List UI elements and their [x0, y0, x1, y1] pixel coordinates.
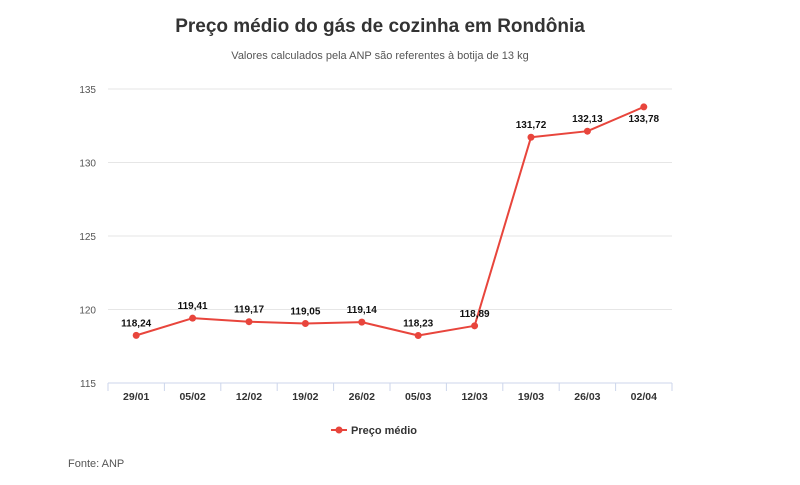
x-tick-label: 26/02: [349, 391, 375, 403]
data-point[interactable]: [527, 133, 535, 141]
y-tick-label: 115: [80, 379, 96, 390]
legend[interactable]: Preço médio: [331, 425, 417, 437]
chart-subtitle: Valores calculados pela ANP são referent…: [231, 50, 529, 62]
x-tick-label: 26/03: [574, 391, 600, 403]
data-label: 119,41: [178, 301, 208, 312]
data-labels: 118,24 119,41 119,17 119,05 119,14 118,23 118,…: [121, 114, 659, 330]
x-tick-label: 02/04: [631, 391, 657, 403]
data-point[interactable]: [301, 319, 309, 327]
data-point[interactable]: [414, 332, 422, 340]
x-tick-label: 05/03: [405, 391, 431, 403]
data-label: 118,23: [403, 319, 433, 330]
data-point[interactable]: [132, 331, 140, 339]
data-label: 119,17: [234, 305, 264, 316]
y-axis: 115 120 125 130 135: [79, 85, 96, 390]
legend-item-preco-medio[interactable]: Preço médio: [351, 425, 417, 437]
data-point[interactable]: [245, 318, 253, 326]
data-point[interactable]: [640, 103, 648, 111]
x-axis: 29/01 05/02 12/02 19/02 26/02 05/03 12/03 19/03…: [107, 382, 673, 403]
x-tick-label: 12/03: [461, 391, 487, 403]
x-tick-label: 29/01: [123, 391, 149, 403]
data-label: 131,72: [516, 120, 547, 131]
data-label: 118,89: [460, 309, 490, 320]
data-label: 132,13: [572, 114, 603, 125]
data-point[interactable]: [583, 127, 591, 135]
x-tick-label: 19/02: [292, 391, 318, 403]
x-tick-label: 05/02: [179, 391, 205, 403]
data-label: 133,78: [629, 114, 660, 125]
source-note: Fonte: ANP: [68, 458, 125, 470]
data-label: 118,24: [121, 318, 151, 329]
data-point[interactable]: [358, 318, 366, 326]
y-tick-label: 130: [79, 159, 96, 170]
series-preco-medio: [132, 103, 648, 340]
data-point[interactable]: [189, 314, 197, 322]
data-point[interactable]: [471, 322, 479, 330]
chart-title: Preço médio do gás de cozinha em Rondôni…: [175, 16, 585, 37]
grid-lines: [108, 88, 672, 310]
x-tick-label: 12/02: [236, 391, 262, 403]
y-tick-label: 135: [79, 85, 96, 96]
series-line: [135, 106, 645, 337]
legend-dot-marker: [335, 426, 343, 434]
y-tick-label: 125: [79, 232, 96, 243]
data-label: 119,14: [347, 305, 377, 316]
data-label: 119,05: [290, 306, 320, 317]
x-tick-label: 19/03: [518, 391, 544, 403]
y-tick-label: 120: [79, 306, 96, 317]
